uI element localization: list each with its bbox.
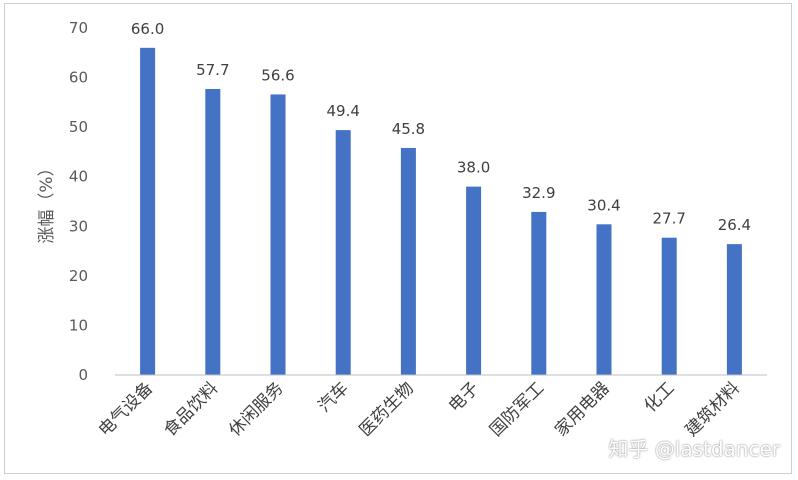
x-tick-label: 国防军工	[486, 378, 548, 440]
x-tick-label: 建筑材料	[682, 378, 744, 440]
bar	[661, 237, 677, 375]
chart-frame	[4, 3, 792, 474]
y-tick-label: 70	[69, 19, 88, 37]
y-tick-label: 0	[78, 366, 88, 384]
x-ticks: 电气设备 食品饮料 休闲服务 汽车 医药生物 电子 国防军工 家用电器 化工 建筑材料	[95, 378, 744, 440]
bar	[726, 244, 742, 375]
data-label: 27.7	[652, 210, 685, 228]
data-label: 32.9	[522, 184, 555, 202]
y-ticks: 0 10 20 30 40 50 60 70	[69, 19, 88, 384]
data-label: 57.7	[196, 61, 229, 79]
data-label: 49.4	[326, 102, 359, 120]
data-label: 30.4	[587, 196, 620, 214]
y-tick-label: 50	[69, 118, 88, 136]
x-tick-label: 汽车	[315, 378, 353, 416]
data-label: 38.0	[457, 159, 490, 177]
y-tick-label: 10	[69, 316, 88, 334]
x-tick-label: 医药生物	[356, 378, 418, 440]
x-tick-label: 电子	[445, 378, 483, 416]
bar	[531, 211, 547, 375]
data-label: 26.4	[718, 216, 751, 234]
x-tick-label: 化工	[641, 378, 679, 416]
y-tick-label: 30	[69, 217, 88, 235]
bar	[270, 94, 286, 375]
bars	[140, 47, 742, 376]
bar	[466, 186, 482, 375]
bar	[596, 224, 612, 375]
x-tick-label: 休闲服务	[225, 378, 287, 440]
bar	[400, 147, 416, 375]
x-tick-label: 食品饮料	[160, 378, 222, 440]
x-tick-label: 电气设备	[95, 378, 157, 440]
data-label: 45.8	[392, 120, 425, 138]
data-label: 66.0	[131, 20, 164, 38]
y-axis-label: 涨幅（%）	[37, 159, 57, 243]
y-tick-label: 20	[69, 267, 88, 285]
data-label: 56.6	[261, 66, 294, 84]
y-tick-label: 40	[69, 168, 88, 186]
y-tick-label: 60	[69, 69, 88, 87]
data-labels: 66.0 57.7 56.6 49.4 45.8 38.0 32.9 30.4 27.7 26.4	[131, 20, 751, 234]
bar	[205, 88, 221, 376]
x-tick-label: 家用电器	[551, 378, 613, 440]
watermark: 知乎 @lastdancer	[608, 437, 780, 461]
bar	[140, 47, 156, 375]
bar	[335, 130, 351, 375]
